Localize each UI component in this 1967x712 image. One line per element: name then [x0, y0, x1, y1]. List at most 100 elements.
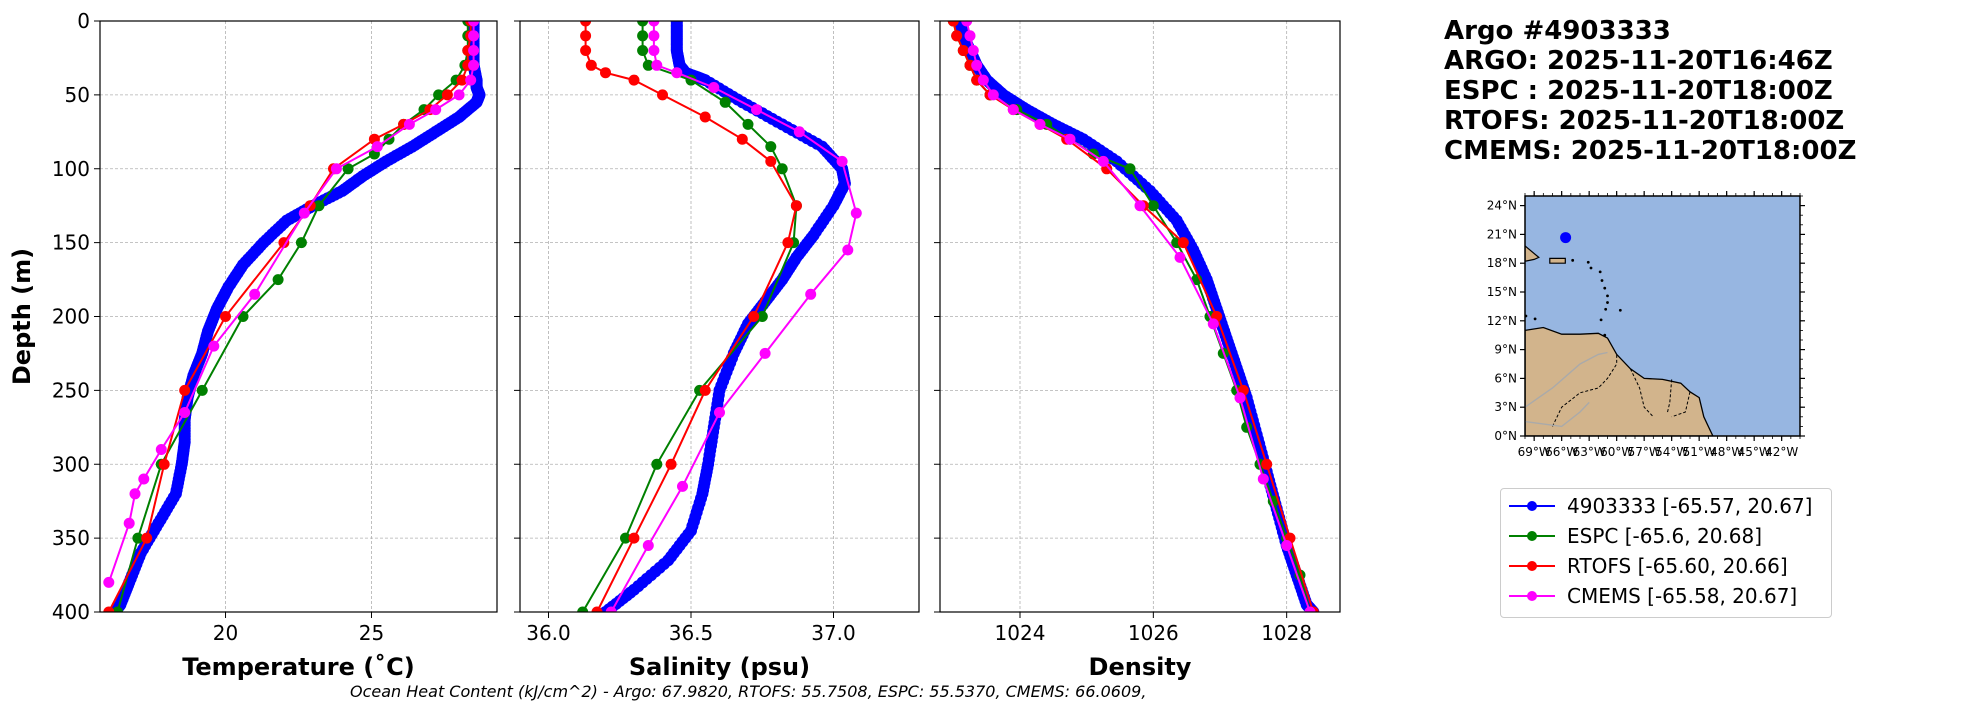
- series-point-cmems: [249, 288, 261, 300]
- y-tick-label: 400: [52, 600, 90, 624]
- series-point-cmems: [714, 407, 725, 418]
- series-point-cmems: [298, 207, 310, 219]
- series-point-cmems: [403, 118, 415, 130]
- map-lon-label: 66°W: [1545, 445, 1578, 459]
- series-point-cmems: [708, 82, 720, 93]
- espc-time: ESPC : 2025-11-20T18:00Z: [1444, 76, 1833, 106]
- series-point-espc: [433, 89, 445, 101]
- series-point-cmems: [651, 59, 663, 71]
- map-lat-label: 12°N: [1487, 314, 1517, 328]
- y-tick-label: 50: [65, 83, 90, 107]
- series-point-rtofs: [591, 606, 603, 612]
- series-point-rtofs: [947, 21, 959, 27]
- map-border: [1552, 354, 1618, 427]
- series-point-espc: [196, 384, 208, 396]
- series-point-cmems: [987, 89, 999, 101]
- series-point-espc: [719, 96, 731, 108]
- series-point-cmems: [468, 45, 480, 56]
- map-land-hispaniola: [1525, 245, 1540, 262]
- map-lon-label: 60°W: [1600, 445, 1633, 459]
- x-tick-label: 1024: [995, 621, 1046, 645]
- series-point-cmems: [330, 163, 342, 175]
- series-point-rtofs: [585, 59, 597, 71]
- series-point-cmems: [1207, 318, 1219, 330]
- series-point-rtofs: [456, 74, 468, 86]
- legend-label-cmems: CMEMS [-65.58, 20.67]: [1567, 584, 1798, 608]
- map-border: [1671, 391, 1691, 418]
- series-point-rtofs: [441, 89, 453, 101]
- legend-label-argo: 4903333 [-65.57, 20.67]: [1567, 494, 1813, 518]
- series-point-rtofs: [628, 74, 640, 86]
- x-axis-label: Temperature (˚C): [182, 653, 415, 681]
- legend-item-espc: ESPC [-65.6, 20.68]: [1509, 521, 1762, 551]
- series-line-cmems: [107, 21, 475, 583]
- series-point-cmems: [977, 74, 989, 86]
- map-island: [1586, 260, 1590, 264]
- map-river: [1525, 351, 1608, 408]
- profile-panel-3: 1024 1026 1028 Density: [934, 20, 1341, 681]
- map-lon-label: 45°W: [1738, 445, 1771, 459]
- series-point-cmems: [793, 126, 805, 138]
- series-point-cmems: [468, 30, 480, 42]
- series-point-espc: [756, 311, 768, 322]
- map-land-south-america: [1525, 326, 1714, 436]
- map-lon-label: 57°W: [1628, 445, 1661, 459]
- map-island: [1603, 286, 1607, 290]
- map-lat-label: 0°N: [1494, 429, 1517, 443]
- map-island: [1604, 307, 1608, 311]
- series-point-rtofs: [600, 67, 611, 79]
- map-lat-label: 15°N: [1487, 285, 1517, 299]
- series-point-cmems: [648, 30, 660, 42]
- legend: 4903333 [-65.57, 20.67] ESPC [-65.6, 20.…: [1500, 488, 1832, 618]
- series-point-espc: [651, 458, 663, 470]
- cmems-time: CMEMS: 2025-11-20T18:00Z: [1444, 136, 1857, 166]
- map-island: [1533, 317, 1537, 321]
- series-point-espc: [642, 59, 654, 71]
- series-point-cmems: [671, 67, 683, 79]
- map-lat-label: 6°N: [1494, 371, 1517, 385]
- map-lat-label: 9°N: [1494, 343, 1517, 357]
- x-tick-label: 36.5: [669, 621, 714, 645]
- series-point-cmems: [677, 480, 688, 492]
- series-point-espc: [776, 163, 788, 175]
- map-land-puerto-rico: [1549, 257, 1566, 264]
- series-point-cmems: [179, 407, 191, 418]
- map-island: [1598, 270, 1602, 274]
- series-point-cmems: [1281, 540, 1293, 551]
- map-lat-label: 24°N: [1487, 199, 1517, 213]
- series-point-cmems: [138, 473, 150, 485]
- series-point-cmems: [465, 74, 477, 86]
- series-point-cmems: [759, 347, 771, 359]
- series-point-cmems: [971, 59, 983, 71]
- series-point-rtofs: [782, 237, 794, 249]
- series-point-rtofs: [765, 155, 777, 167]
- y-tick-label: 200: [52, 305, 90, 329]
- map-lon-label: 48°W: [1710, 445, 1743, 459]
- series-point-rtofs: [951, 30, 963, 42]
- map-river: [1525, 401, 1590, 428]
- series-point-rtofs: [179, 384, 191, 396]
- x-axis-label: Salinity (psu): [629, 653, 810, 681]
- series-point-espc: [1147, 200, 1159, 212]
- series-line-espc: [581, 21, 798, 612]
- series-point-espc: [620, 532, 631, 544]
- series-point-rtofs: [580, 30, 592, 42]
- map-island: [1603, 333, 1607, 337]
- series-point-cmems: [129, 488, 141, 500]
- series-point-cmems: [605, 606, 617, 612]
- map-island: [1599, 318, 1603, 322]
- series-group: [103, 21, 486, 612]
- series-point-cmems: [1064, 133, 1076, 145]
- series-point-rtofs: [657, 89, 668, 101]
- legend-label-rtofs: RTOFS [-65.60, 20.66]: [1567, 554, 1788, 578]
- series-point-espc: [1124, 163, 1136, 175]
- series-point-espc: [577, 606, 589, 612]
- map-lon-label: 51°W: [1683, 445, 1716, 459]
- series-point-espc: [272, 274, 284, 286]
- ohc-footer: Ocean Heat Content (kJ/cm^2) - Argo: 67.…: [350, 682, 1147, 701]
- info-title-block: Argo #4903333 ARGO: 2025-11-20T16:46Z ES…: [1444, 16, 1856, 166]
- series-point-rtofs: [580, 21, 592, 27]
- argo-time: ARGO: 2025-11-20T16:46Z: [1444, 46, 1833, 76]
- x-tick-label: 1026: [1128, 621, 1179, 645]
